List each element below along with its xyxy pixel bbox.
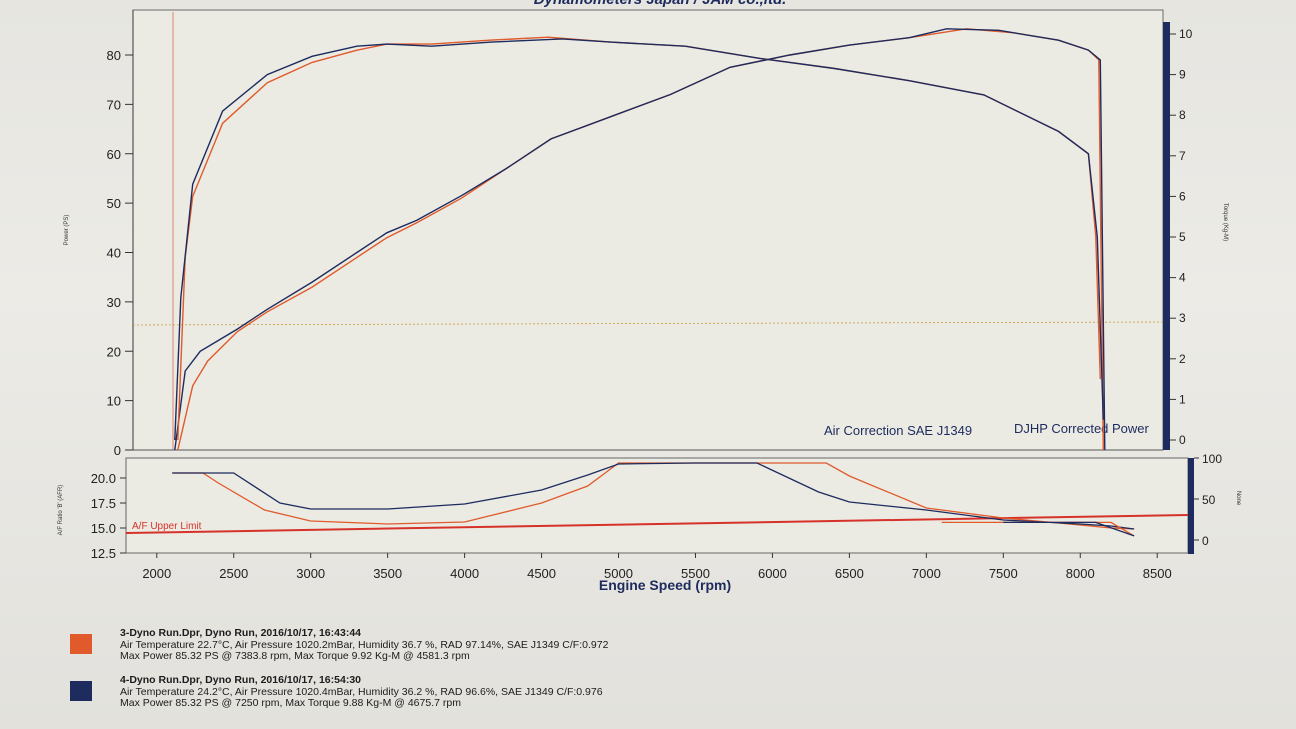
none-axis-title: None — [1235, 491, 1241, 506]
rpm-tick-label: 3500 — [373, 566, 402, 581]
afr-tick-label: 17.5 — [91, 496, 116, 511]
torque-tick-label: 0 — [1179, 433, 1186, 447]
rpm-tick-label: 7500 — [989, 566, 1018, 581]
power-tick-label: 40 — [107, 246, 121, 261]
power-torque-chart: 0 10 20 30 40 50 60 70 80 0 1 2 3 4 5 6 7 8 9 10 Power (PS) T… — [64, 9, 1228, 458]
x-axis-title: Engine Speed (rpm) — [599, 577, 731, 593]
power-tick-label: 60 — [107, 147, 121, 162]
rpm-tick-label: 5500 — [681, 566, 710, 581]
rpm-tick-label: 2500 — [219, 566, 248, 581]
power-tick-label: 10 — [107, 394, 121, 409]
rpm-tick-label: 7000 — [912, 566, 941, 581]
page-title: Dynamometers Japan / JAM co.,ltd. — [534, 0, 787, 8]
legend-swatch-run3 — [70, 634, 92, 654]
torque-tick-label: 1 — [1179, 392, 1186, 406]
legend-run3-conditions: Air Temperature 22.7°C, Air Pressure 102… — [120, 638, 609, 651]
afr-chart: 12.5 15.0 17.5 20.0 0 50 100 A/F Ratio 'B' (AFR… — [58, 452, 1241, 593]
legend-run4-header: 4-Dyno Run.Dpr, Dyno Run, 2016/10/17, 16… — [120, 674, 361, 686]
power-axis-title: Power (PS) — [64, 215, 70, 246]
rpm-tick-label: 4500 — [527, 566, 556, 581]
legend-run4-max: Max Power 85.32 PS @ 7250 rpm, Max Torqu… — [120, 697, 461, 709]
power-tick-label: 20 — [107, 344, 121, 359]
power-tick-label: 50 — [107, 196, 121, 211]
afr-tick-label: 15.0 — [91, 521, 116, 536]
annotation-air-correction: Air Correction SAE J1349 — [824, 423, 972, 438]
afr-tick-label: 20.0 — [91, 471, 116, 486]
rpm-tick-label: 4000 — [450, 566, 479, 581]
af-upper-limit-label: A/F Upper Limit — [132, 521, 202, 532]
power-curve-run4 — [174, 28, 1106, 451]
rpm-tick-label: 6000 — [758, 566, 787, 581]
afr-axis-title: A/F Ratio 'B' (AFR) — [58, 485, 64, 536]
bottom-plot-area — [125, 457, 1189, 554]
right-axis-curve-run4 — [1003, 521, 1135, 537]
torque-tick-label: 4 — [1179, 271, 1186, 285]
power-tick-label: 70 — [107, 97, 121, 112]
torque-tick-label: 8 — [1179, 108, 1186, 122]
afr-tick-label: 12.5 — [91, 546, 116, 561]
torque-tick-label: 2 — [1179, 352, 1186, 366]
rpm-tick-label: 5000 — [604, 566, 633, 581]
torque-tick-label: 9 — [1179, 68, 1186, 82]
rpm-tick-label: 8000 — [1066, 566, 1095, 581]
afr-curve-run4 — [172, 462, 1135, 530]
torque-tick-label: 7 — [1179, 149, 1186, 163]
none-tick-label: 0 — [1202, 534, 1209, 548]
none-tick-label: 100 — [1202, 452, 1222, 466]
legend-run3-header: 3-Dyno Run.Dpr, Dyno Run, 2016/10/17, 16… — [120, 627, 361, 639]
rpm-tick-label: 2000 — [142, 566, 171, 581]
annotation-corrected-power: DJHP Corrected Power — [1014, 421, 1150, 436]
rpm-tick-label: 3000 — [296, 566, 325, 581]
torque-axis-title: Torque (Kg-M) — [1222, 203, 1228, 241]
none-axis-bar — [1188, 458, 1194, 554]
power-tick-label: 80 — [107, 48, 121, 63]
power-tick-label: 30 — [107, 295, 121, 310]
af-upper-limit-line — [125, 514, 1189, 534]
legend-swatch-run4 — [70, 681, 92, 701]
top-plot-area — [132, 9, 1164, 451]
torque-axis-bar — [1163, 22, 1170, 450]
none-tick-label: 50 — [1202, 493, 1216, 507]
torque-curve-run4 — [174, 38, 1104, 441]
rpm-tick-label: 8500 — [1143, 566, 1172, 581]
afr-curve-run3 — [172, 462, 1135, 530]
torque-tick-label: 6 — [1179, 189, 1186, 203]
rpm-tick-label: 6500 — [835, 566, 864, 581]
power-tick-label: 0 — [114, 443, 121, 458]
torque-tick-label: 3 — [1179, 311, 1186, 325]
torque-tick-label: 5 — [1179, 230, 1186, 244]
legend-run3-max: Max Power 85.32 PS @ 7383.8 rpm, Max Tor… — [120, 650, 470, 662]
legend-run4-conditions: Air Temperature 24.2°C, Air Pressure 102… — [120, 685, 603, 698]
torque-tick-label: 10 — [1179, 27, 1193, 41]
